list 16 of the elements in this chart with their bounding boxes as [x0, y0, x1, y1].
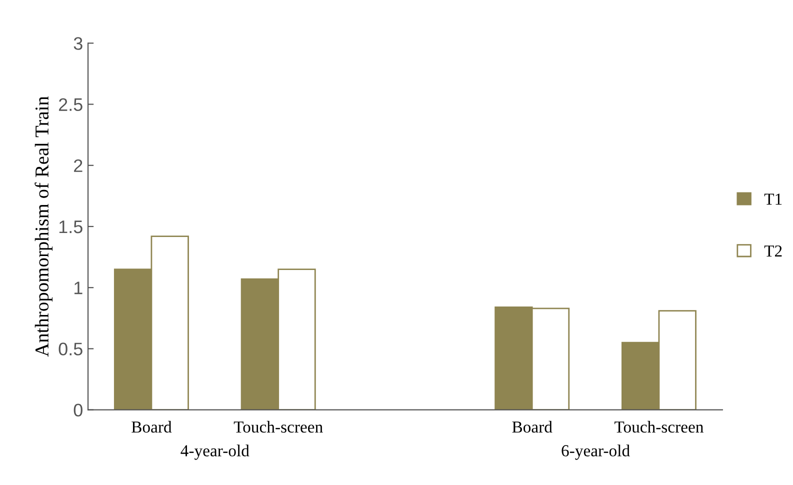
legend-label: T1: [764, 194, 782, 205]
x-tick-label: Touch-screen: [614, 420, 704, 433]
x-tick-label: Board: [512, 420, 552, 433]
y-tick-label: 2: [74, 159, 82, 172]
y-tick-label: 0.5: [58, 342, 82, 356]
y-axis-title: Anthropomorphism of Real Train: [34, 96, 53, 357]
y-tick-label: 3: [74, 37, 82, 50]
x-tick-label: Touch-screen: [234, 420, 323, 433]
y-tick-label: 0: [74, 404, 82, 417]
legend-label: T2: [764, 245, 782, 256]
y-tick-label: 1.5: [59, 220, 82, 234]
text: 6-year-old: [562, 444, 630, 460]
y-tick-label: 2.5: [58, 98, 82, 111]
y-tick-label: 1: [74, 282, 82, 294]
x-tick-label: Board: [132, 420, 172, 433]
text: 4-year-old: [180, 444, 250, 460]
